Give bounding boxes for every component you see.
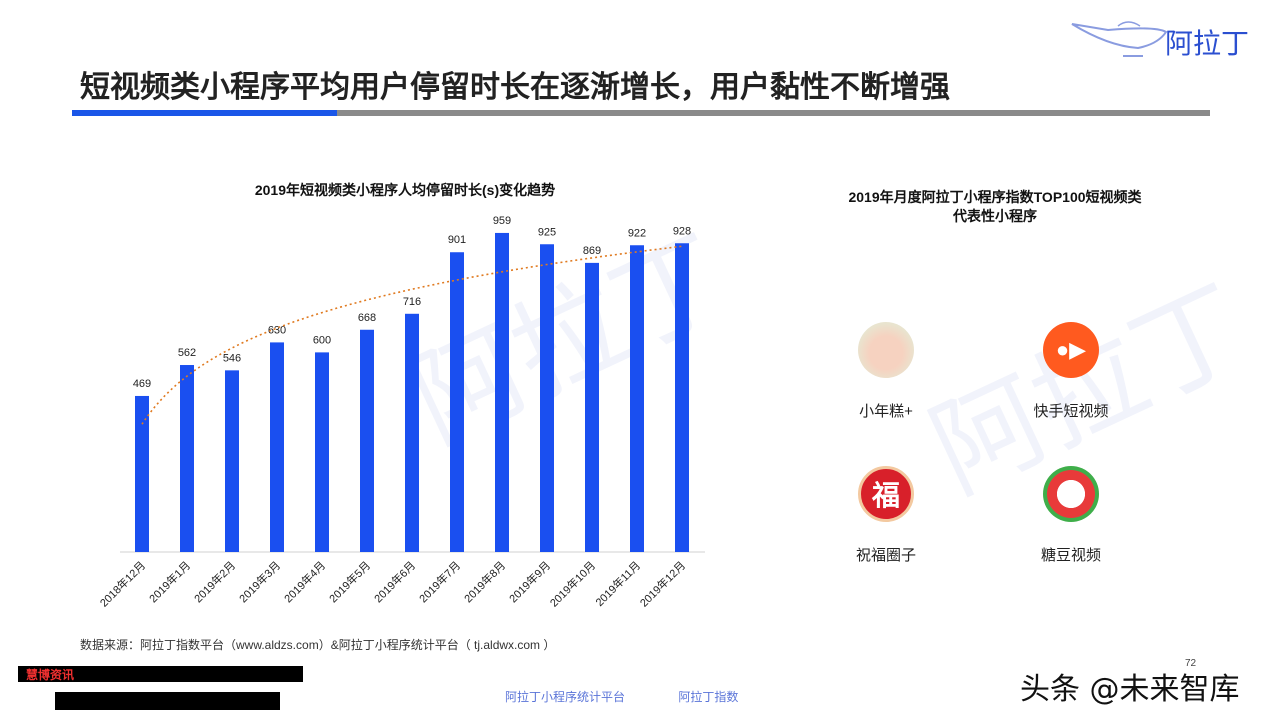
x-tick-label: 2019年2月	[191, 558, 238, 605]
bar	[675, 243, 689, 552]
data-label: 869	[583, 245, 601, 257]
data-label: 562	[178, 347, 196, 359]
title-underline	[337, 110, 1210, 116]
x-tick-label: 2019年8月	[461, 558, 508, 605]
footer-logo-index: 阿拉丁指数	[678, 690, 739, 704]
x-tick-label: 2019年9月	[506, 558, 553, 605]
footer-logo-stats: 阿拉丁小程序统计平台	[505, 690, 626, 704]
data-source: 数据来源：阿拉丁指数平台（www.aldzs.com）&阿拉丁小程序统计平台（ …	[80, 638, 556, 652]
tangdou-icon	[1043, 466, 1099, 522]
bar	[540, 244, 554, 552]
data-label: 469	[133, 378, 151, 390]
app-item: 小年糕+	[826, 322, 946, 421]
bar	[630, 245, 644, 552]
source-watermark: 头条 @未来智库	[1020, 672, 1240, 707]
panel-title-line1: 2019年月度阿拉丁小程序指数TOP100短视频类	[848, 189, 1142, 205]
bar-chart: 469 2018年12月 562 2019年1月 546 2019年2月 630 2019年3…	[97, 215, 705, 610]
bar	[135, 395, 149, 552]
redacted-block	[55, 692, 280, 710]
x-tick-label: 2019年1月	[146, 558, 193, 605]
fu-icon: 福	[858, 466, 914, 522]
app-item: ●▶ 快手短视频	[1011, 322, 1131, 421]
bar	[315, 352, 329, 552]
footer-logos: 阿拉丁小程序统计平台 阿拉丁指数	[505, 688, 788, 705]
bar	[360, 329, 374, 552]
bar	[450, 252, 464, 552]
data-label: 630	[268, 324, 286, 336]
x-tick-label: 2019年11月	[592, 558, 643, 609]
data-label: 546	[223, 352, 241, 364]
data-label: 925	[538, 226, 556, 238]
baby-photo-icon	[858, 322, 914, 378]
x-tick-label: 2019年7月	[416, 558, 463, 605]
app-item: 福 祝福圈子	[826, 466, 946, 565]
app-name: 祝福圈子	[855, 547, 916, 564]
x-tick-label: 2018年12月	[97, 558, 148, 609]
page-title: 短视频类小程序平均用户停留时长在逐渐增长，用户黏性不断增强	[80, 70, 950, 105]
panel-title-line2: 代表性小程序	[953, 208, 1037, 224]
data-label: 922	[628, 227, 646, 239]
lamp-logo-icon	[1071, 21, 1168, 57]
kuaishou-icon: ●▶	[1043, 322, 1099, 378]
chart-title: 2019年短视频类小程序人均停留时长(s)变化趋势	[254, 182, 556, 198]
redacted-label: 慧博资讯	[18, 668, 75, 682]
logo-text: 阿拉丁	[1165, 27, 1250, 60]
bar	[180, 365, 194, 552]
app-item: 糖豆视频	[1011, 466, 1131, 565]
title-underline-accent	[72, 110, 337, 116]
panel-title: 2019年月度阿拉丁小程序指数TOP100短视频类 代表性小程序	[820, 188, 1170, 226]
data-label: 716	[403, 296, 421, 308]
redacted-block: 慧博资讯	[18, 666, 303, 682]
app-name: 糖豆视频	[1040, 547, 1101, 564]
data-label: 959	[493, 215, 511, 227]
bar	[405, 313, 419, 552]
x-tick-label: 2019年12月	[637, 558, 688, 609]
bar	[495, 232, 509, 552]
data-label: 928	[673, 225, 691, 237]
x-tick-label: 2019年4月	[281, 558, 328, 605]
data-label: 901	[448, 234, 466, 246]
trendline	[141, 245, 683, 425]
x-tick-label: 2019年6月	[371, 558, 418, 605]
page-number: 72	[1185, 658, 1197, 669]
app-name: 快手短视频	[1033, 403, 1109, 420]
x-tick-label: 2019年3月	[236, 558, 283, 605]
bar	[270, 342, 284, 552]
data-label: 668	[358, 312, 376, 324]
app-name: 小年糕+	[859, 403, 913, 420]
bar	[225, 370, 239, 552]
bar	[585, 262, 599, 552]
x-tick-label: 2019年5月	[326, 558, 373, 605]
x-tick-label: 2019年10月	[547, 558, 598, 609]
data-label: 600	[313, 334, 331, 346]
